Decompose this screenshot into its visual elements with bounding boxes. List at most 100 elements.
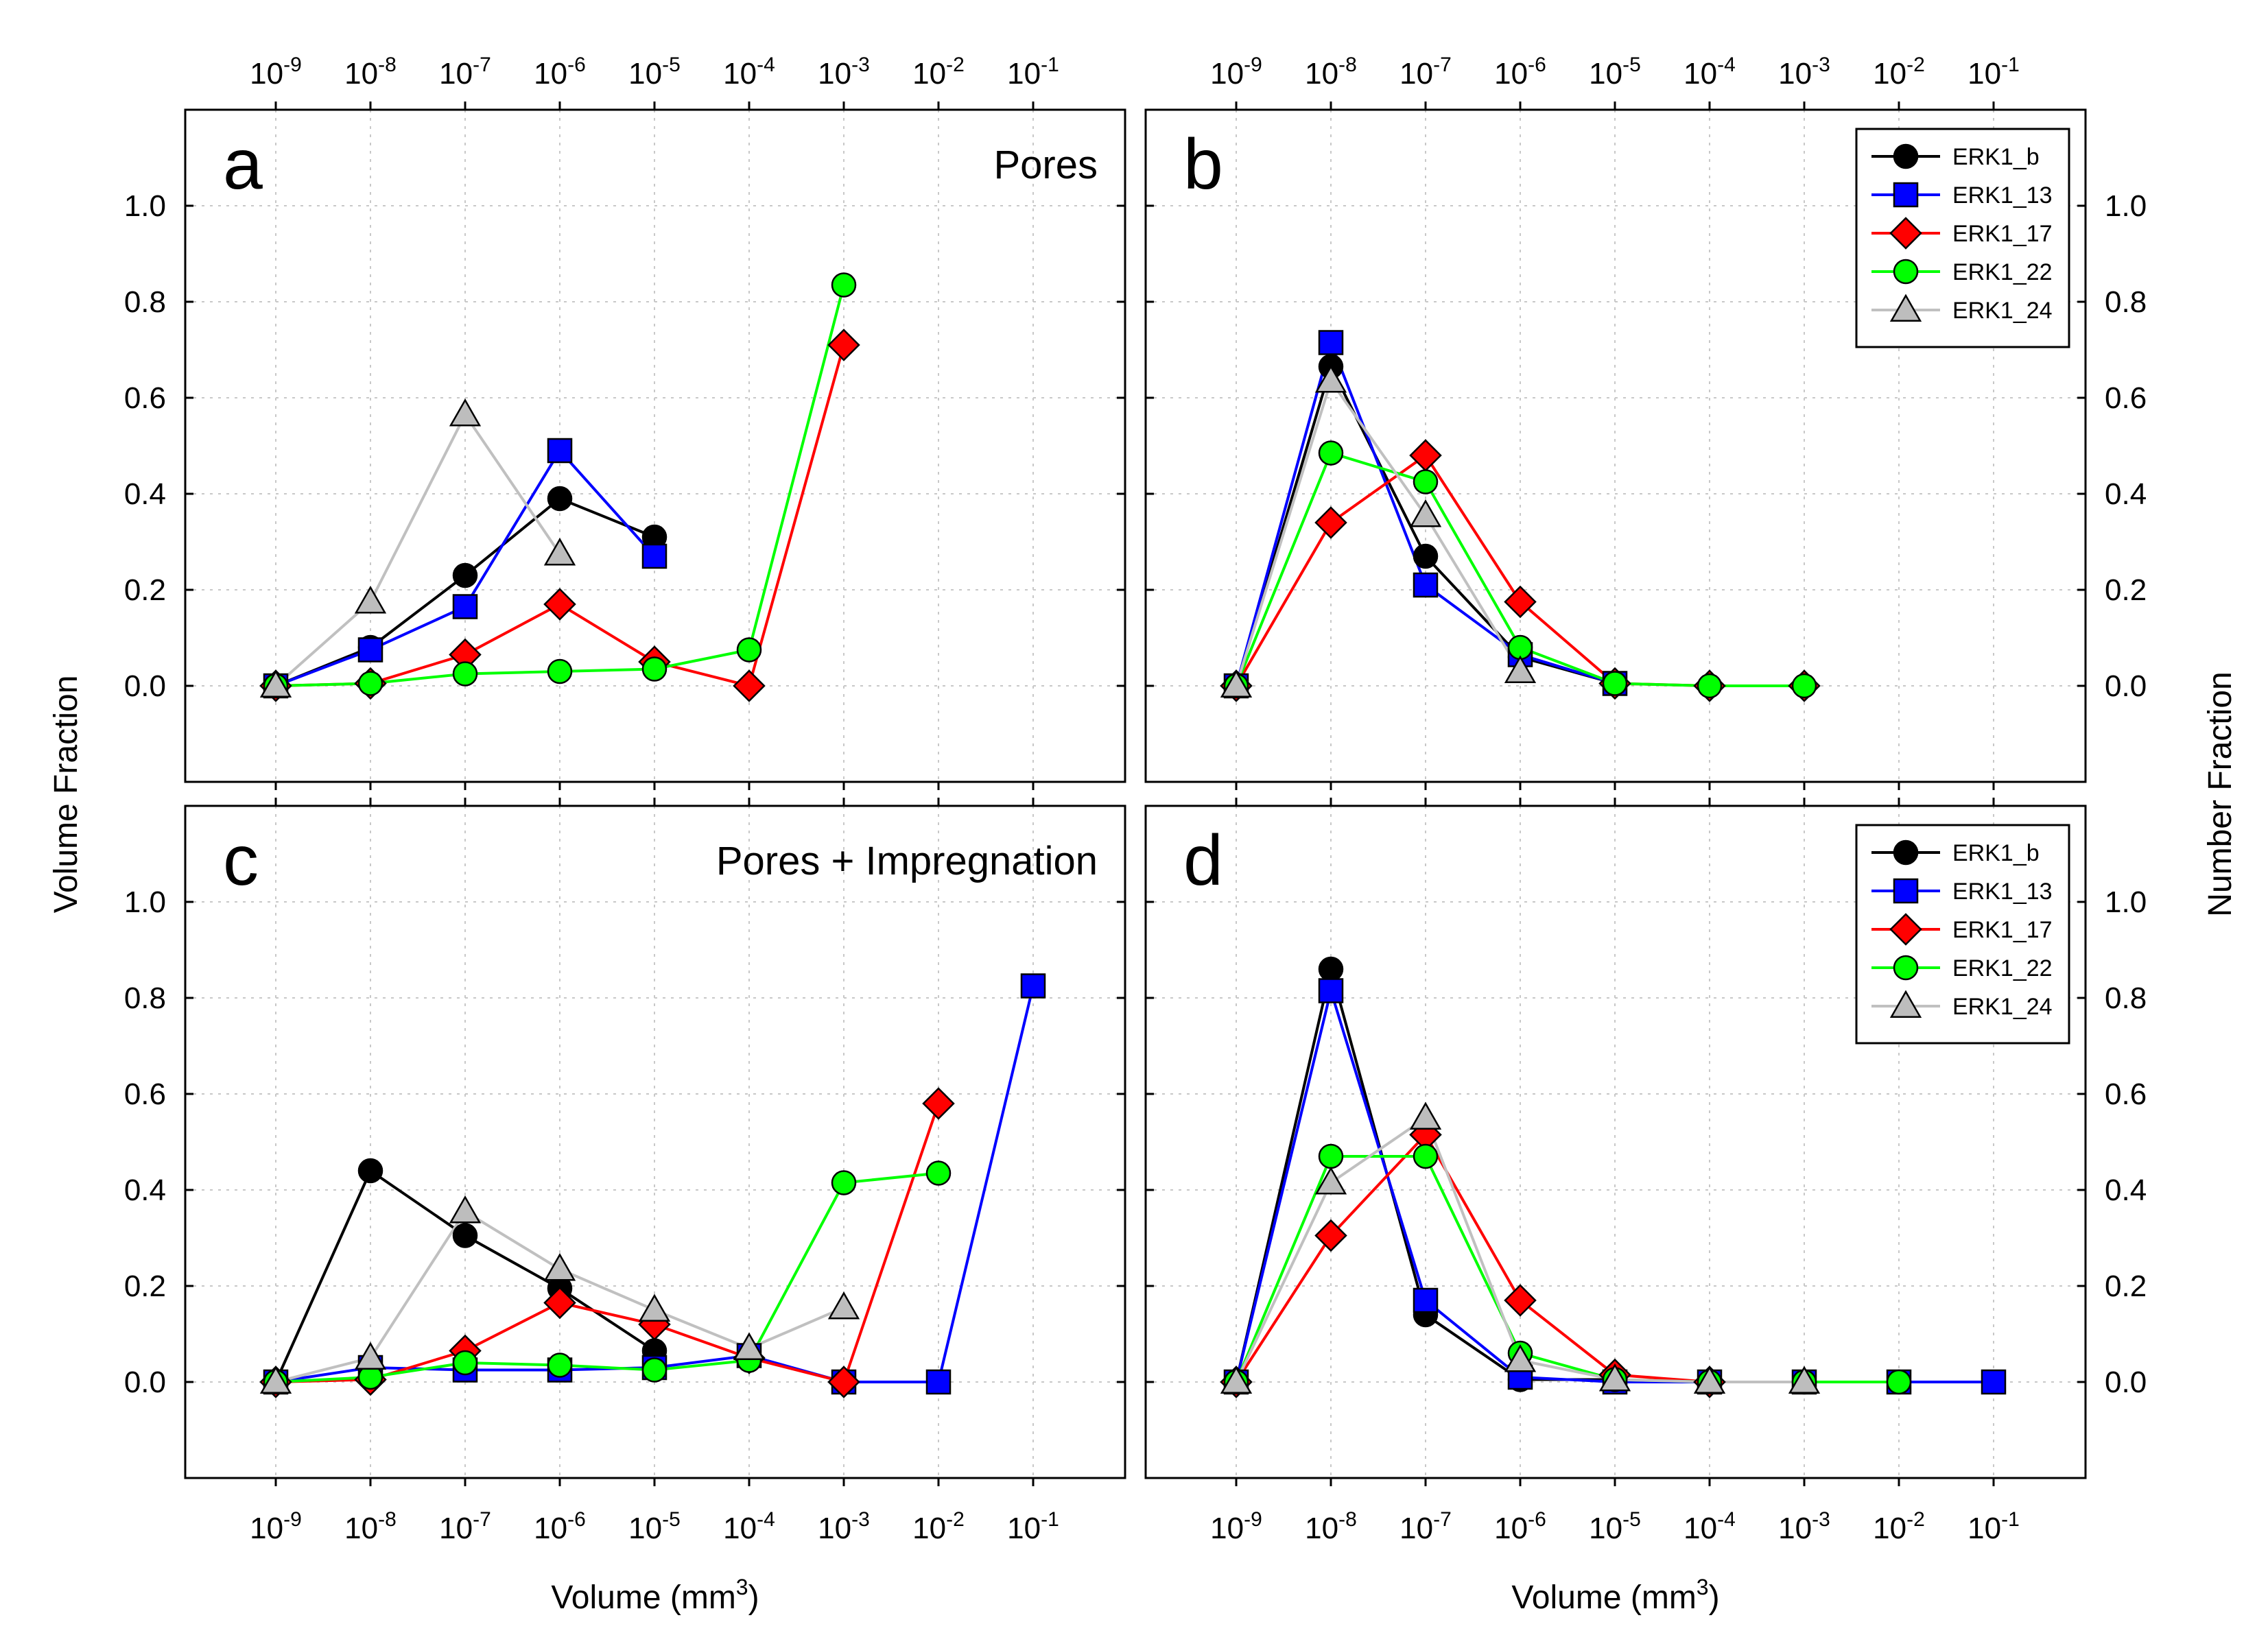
data-point-ERK1_22: [641, 1357, 668, 1383]
legend-label: ERK1_22: [1952, 955, 2053, 981]
x-tick-label: 10-6: [1494, 1508, 1546, 1545]
y-tick-label: 0.4: [124, 477, 166, 511]
data-point-ERK1_b: [1318, 956, 1344, 982]
x-tick-label: 10-1: [1007, 53, 1059, 91]
data-point-ERK1_22: [547, 658, 573, 684]
data-point-ERK1_24: [1409, 499, 1442, 527]
data-point-ERK1_24: [827, 1291, 860, 1320]
legend-marker: [1893, 878, 1919, 904]
data-point-ERK1_b: [1413, 543, 1439, 569]
data-point-ERK1_13: [1020, 973, 1046, 999]
y-tick-label: 0.2: [2105, 573, 2147, 607]
x-tick-label: 10-8: [344, 53, 397, 91]
data-point-ERK1_13: [547, 438, 573, 464]
y-tick-label: 0.6: [124, 1077, 166, 1111]
y-tick-label: 1.0: [124, 189, 166, 223]
series-line-ERK1_17: [1235, 1132, 1710, 1383]
legend-label: ERK1_13: [1952, 182, 2053, 208]
data-point-ERK1_22: [641, 656, 668, 682]
x-tick-label: 10-5: [1589, 1508, 1641, 1545]
y-tick-label: 0.8: [2105, 285, 2147, 319]
data-point-ERK1_24: [354, 1342, 387, 1370]
x-tick-label: 10-9: [1210, 53, 1262, 91]
x-tick-label: 10-5: [1589, 53, 1641, 91]
data-point-ERK1_24: [1314, 364, 1347, 393]
data-point-ERK1_24: [1504, 655, 1537, 683]
y-tick-label: 0.4: [2105, 1173, 2147, 1207]
x-tick-label: 10-9: [250, 53, 302, 91]
legend-marker: [1893, 839, 1919, 866]
data-point-ERK1_22: [547, 1352, 573, 1378]
x-tick-label: 10-6: [1494, 53, 1546, 91]
series-line-ERK1_24: [1235, 378, 1522, 687]
data-point-ERK1_17: [1314, 1219, 1347, 1252]
legend-label: ERK1_24: [1952, 994, 2053, 1020]
legend-marker: [1889, 913, 1922, 946]
y-tick-label: 0.0: [2105, 669, 2147, 703]
data-point-ERK1_13: [1318, 330, 1344, 355]
panel-a: 10-9 10-8 10-7 10-6 10-5 10-4 10-3 10-2 10-1 0.0 0…: [124, 53, 1126, 790]
x-tick-label: 10-1: [1968, 53, 2020, 91]
data-point-ERK1_17: [1409, 439, 1442, 472]
data-point-ERK1_22: [1413, 1143, 1439, 1169]
data-point-ERK1_24: [1788, 1366, 1821, 1394]
x-tick-label: 10-9: [1210, 1508, 1262, 1545]
x-tick-label: 10-2: [1873, 1508, 1925, 1545]
panel-letter: b: [1183, 125, 1223, 204]
y-tick-label: 0.6: [2105, 381, 2147, 415]
x-tick-label: 10-7: [439, 53, 491, 91]
data-point-ERK1_13: [1413, 1287, 1439, 1313]
legend-marker: [1893, 182, 1919, 208]
x-tick-label: 10-2: [1873, 53, 1925, 91]
data-point-ERK1_24: [543, 1252, 576, 1281]
y-tick-label: 0.2: [2105, 1270, 2147, 1303]
x-tick-label: 10-3: [818, 53, 870, 91]
x-tick-label: 10-1: [1007, 1508, 1059, 1545]
y-tick-label: 0.4: [2105, 477, 2147, 511]
data-point-ERK1_b: [452, 562, 478, 588]
data-point-ERK1_13: [1981, 1369, 2007, 1395]
x-tick-label: 10-6: [534, 1508, 586, 1545]
x-tick-label: 10-7: [1399, 53, 1452, 91]
x-tick-label: 10-2: [912, 1508, 965, 1545]
x-tick-label: 10-6: [534, 53, 586, 91]
y-axis-title-left: Volume Fraction: [48, 676, 84, 914]
panel-c: 10-9 10-8 10-7 10-6 10-5 10-4 10-3 10-2 10-1 0.0 0…: [124, 798, 1126, 1545]
data-point-ERK1_22: [1602, 671, 1628, 696]
data-point-ERK1_17: [543, 1286, 576, 1320]
series-line-ERK1_17: [275, 1103, 940, 1384]
data-point-ERK1_22: [831, 1170, 857, 1195]
data-point-ERK1_24: [1314, 1166, 1347, 1195]
data-point-ERK1_17: [733, 669, 766, 702]
y-tick-label: 0.0: [124, 1366, 166, 1399]
data-point-ERK1_24: [259, 1366, 292, 1394]
panel-letter: d: [1183, 821, 1223, 901]
data-point-ERK1_24: [449, 398, 482, 427]
data-point-ERK1_22: [452, 661, 478, 687]
panel-letter: a: [223, 125, 263, 204]
data-point-ERK1_22: [1791, 673, 1817, 699]
data-point-ERK1_13: [1413, 572, 1439, 598]
data-point-ERK1_17: [543, 588, 576, 621]
legend-marker: [1889, 217, 1922, 250]
data-point-ERK1_22: [736, 637, 762, 663]
x-tick-label: 10-8: [1305, 53, 1357, 91]
x-tick-label: 10-8: [344, 1508, 397, 1545]
x-tick-label: 10-4: [723, 1508, 775, 1545]
data-point-ERK1_22: [831, 272, 857, 298]
legend-label: ERK1_17: [1952, 221, 2053, 247]
data-point-ERK1_b: [357, 1158, 383, 1184]
y-tick-label: 0.4: [124, 1173, 166, 1207]
legend-marker: [1893, 955, 1919, 981]
legend: ERK1_b ERK1_13 ERK1_17 ERK1_22 ERK1_24: [1855, 128, 2070, 348]
data-point-ERK1_22: [1697, 673, 1723, 699]
y-tick-label: 0.0: [124, 669, 166, 703]
data-point-ERK1_24: [449, 1195, 482, 1224]
legend-label: ERK1_b: [1952, 840, 2040, 866]
data-point-ERK1_24: [638, 1294, 671, 1322]
series-line-ERK1_22: [275, 1171, 939, 1383]
data-point-ERK1_24: [1693, 1366, 1726, 1394]
data-point-ERK1_13: [357, 637, 383, 663]
y-tick-label: 0.2: [124, 1270, 166, 1303]
